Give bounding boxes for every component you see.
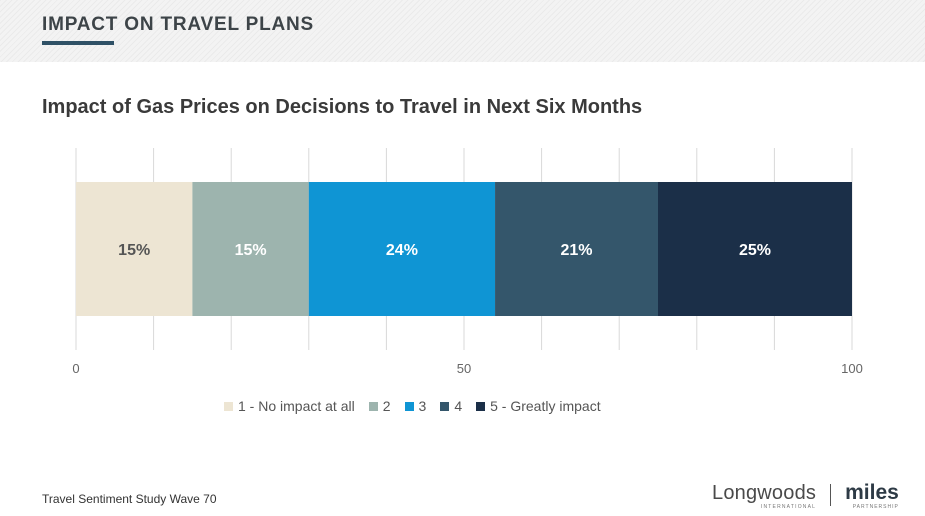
bar-segment-1	[76, 182, 193, 316]
logo-area: Longwoods INTERNATIONAL miles PARTNERSHI…	[712, 482, 899, 512]
legend-item-3: 3	[404, 398, 427, 414]
miles-logo-text: miles	[845, 481, 899, 504]
legend-label: 2	[382, 398, 391, 414]
longwoods-logo-subtext: INTERNATIONAL	[760, 504, 817, 510]
x-tick-label: 100	[841, 361, 863, 376]
logo-divider	[830, 484, 832, 506]
legend-label: 3	[418, 398, 427, 414]
longwoods-logo: Longwoods INTERNATIONAL	[712, 482, 816, 510]
chart-legend: 1 - No impact at all 2 3 4 5 - Greatly impac…	[224, 398, 615, 414]
source-note: Travel Sentiment Study Wave 70	[42, 492, 217, 506]
bar-segment-4	[495, 182, 658, 316]
x-tick-label: 0	[72, 361, 79, 376]
legend-item-1: 1 - No impact at all	[224, 398, 355, 414]
legend-label: 1 - No impact at all	[238, 398, 355, 414]
legend-swatch	[440, 401, 450, 411]
bar-segment-3	[308, 182, 496, 316]
data-label-1: 15%	[118, 242, 150, 259]
legend-swatch	[476, 401, 486, 411]
data-label-3: 24%	[386, 242, 418, 259]
data-label-2: 15%	[235, 242, 267, 259]
bar-segment-2	[192, 182, 309, 316]
legend-item-4: 4	[440, 398, 462, 414]
section-title-underline	[42, 41, 114, 45]
longwoods-logo-text: Longwoods	[712, 482, 817, 504]
miles-logo-subtext: PARTNERSHIP	[852, 504, 899, 510]
legend-label: 4	[454, 398, 463, 414]
legend-item-5: 5 - Greatly impact	[476, 398, 601, 414]
data-label-4: 21%	[561, 242, 593, 259]
legend-swatch	[368, 401, 378, 411]
miles-logo: miles PARTNERSHIP	[845, 481, 899, 511]
header-band	[0, 0, 925, 62]
data-label-5: 25%	[739, 242, 771, 259]
bar-segment-5	[658, 182, 852, 316]
section-title: IMPACT ON TRAVEL PLANS	[42, 14, 314, 35]
chart-title: Impact of Gas Prices on Decisions to Tra…	[42, 96, 643, 118]
legend-label: 5 - Greatly impact	[490, 398, 601, 414]
legend-item-2: 2	[368, 398, 391, 414]
chart-plot: 15% 15% 24% 21% 25% 0 50 100	[72, 148, 863, 376]
legend-swatch	[404, 401, 414, 411]
x-tick-label: 50	[457, 361, 471, 376]
legend-swatch	[224, 401, 233, 411]
